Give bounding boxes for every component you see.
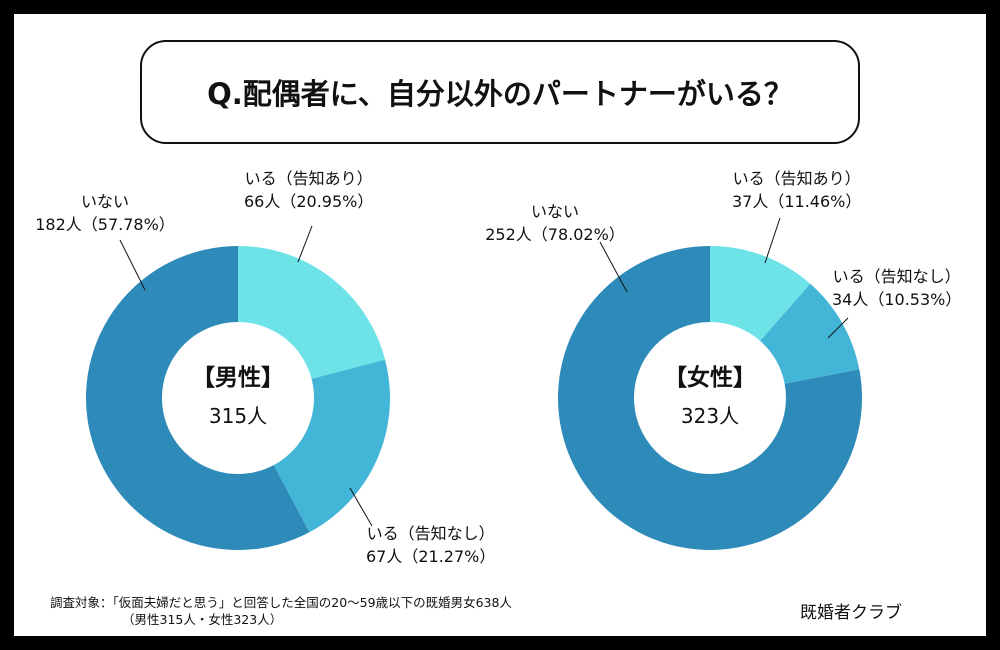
donut-slice-1-2 [558, 246, 862, 551]
male-total: 315人 [208, 404, 268, 428]
donut-slice-0-0 [238, 246, 386, 379]
female-label-nashi: いる（告知なし） 34人（10.53%） [832, 267, 962, 309]
brand-name: 既婚者クラブ [800, 603, 902, 623]
male-center: 【男性】 315人 [158, 358, 318, 429]
female-label-aru: いる（告知あり） 37人（11.46%） [732, 169, 862, 211]
chart-title: Q.配偶者に、自分以外のパートナーがいる？ [140, 40, 860, 144]
female-center: 【女性】 323人 [630, 358, 790, 429]
female-group-label: 【女性】 [664, 365, 756, 391]
leader-line-1-2 [599, 241, 628, 293]
male-group-label: 【男性】 [192, 365, 284, 391]
leader-line-1-0 [764, 217, 781, 264]
female-label-inai: いない 252人（78.02%） [485, 202, 625, 244]
male-label-aru: いる（告知あり） 66人（20.95%） [244, 169, 374, 211]
footnote: 調査対象：「仮面夫婦だと思う」と回答した全国の20～59歳以下の既婚男女638人… [50, 594, 512, 628]
donut-slice-0-1 [273, 359, 390, 533]
leader-line-0-2 [119, 239, 146, 291]
leader-line-0-0 [297, 225, 313, 263]
female-total: 323人 [680, 404, 740, 428]
leader-line-0-1 [349, 487, 373, 527]
leader-line-1-1 [827, 317, 849, 339]
male-label-inai: いない 182人（57.78%） [35, 192, 175, 234]
donut-slice-1-1 [760, 283, 860, 384]
footnote-line2: （男性315人・女性323人） [122, 612, 283, 627]
donut-slice-0-2 [85, 246, 310, 550]
footnote-line1: 調査対象：「仮面夫婦だと思う」と回答した全国の20～59歳以下の既婚男女638人 [50, 595, 512, 610]
donut-slice-1-0 [710, 246, 811, 341]
male-label-nashi: いる（告知なし） 67人（21.27%） [366, 524, 496, 566]
